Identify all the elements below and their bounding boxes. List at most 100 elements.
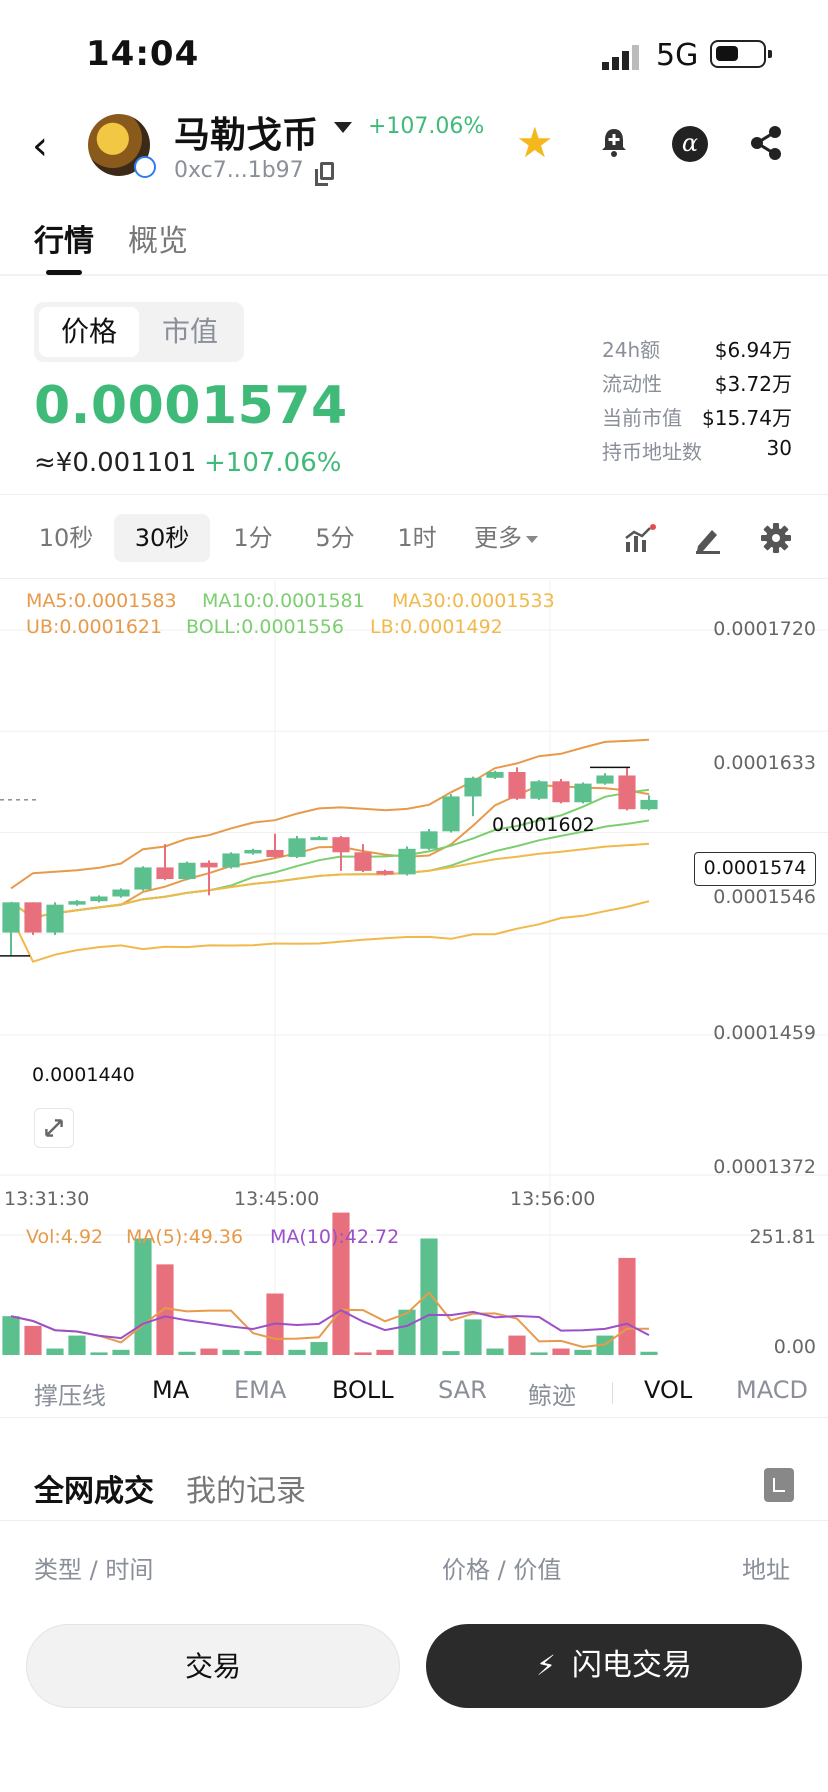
segment-mcap[interactable]: 市值 — [161, 315, 218, 348]
candle — [266, 849, 284, 857]
stat-row: 流动性 $3.72万 — [602, 368, 792, 402]
volume-bar — [288, 1349, 306, 1355]
history-icon[interactable] — [764, 1468, 794, 1502]
stat-label: 24h额 — [602, 338, 661, 362]
kline-chart[interactable] — [0, 580, 828, 1360]
gear-icon[interactable] — [760, 522, 792, 554]
ind-tab-boll[interactable]: BOLL — [332, 1376, 394, 1404]
trade-button[interactable]: 交易 — [26, 1624, 400, 1708]
volume-bar — [574, 1349, 592, 1355]
volume-bar — [376, 1349, 394, 1355]
interval-more[interactable]: 更多 — [466, 514, 546, 562]
ma10-text: MA10:0.0001581 — [202, 590, 365, 612]
ub-text: UB:0.0001621 — [26, 616, 163, 638]
interval-bar: 10秒 30秒 1分 5分 1时 更多 — [0, 508, 828, 568]
cny-price: ≈¥0.001101 — [34, 448, 197, 478]
vol-ma10-line — [10, 1309, 650, 1340]
volume-bar — [354, 1352, 372, 1355]
tab-overview[interactable]: 概览 — [128, 224, 188, 259]
segment-price[interactable]: 价格 — [39, 307, 139, 357]
tab-underline — [46, 270, 82, 275]
boll-text: BOLL:0.0001556 — [186, 616, 344, 638]
volume-bar — [530, 1352, 548, 1355]
candle — [354, 852, 372, 871]
divider — [0, 578, 828, 579]
col-type-time: 类型 / 时间 — [34, 1556, 154, 1584]
ind-tab-whale[interactable]: 鲸迹 — [528, 1382, 576, 1410]
indicator-icon[interactable] — [624, 524, 656, 554]
tab-market[interactable]: 行情 — [34, 224, 94, 259]
x-tick-label: 13:31:30 — [4, 1188, 90, 1210]
signal-icon — [602, 45, 639, 70]
volume-bar — [420, 1238, 438, 1355]
vol-min-label: 0.00 — [773, 1336, 816, 1358]
interval-1m[interactable]: 1分 — [233, 524, 273, 552]
flash-trade-button[interactable]: ⚡ 闪电交易 — [426, 1624, 802, 1708]
indicator-tabs: 撑压线 MA EMA BOLL SAR 鲸迹 VOL MACD — [0, 1368, 828, 1418]
vol-ma5-value: MA(5):49.36 — [126, 1226, 244, 1248]
stats-panel: 24h额 $6.94万 流动性 $3.72万 当前市值 $15.74万 持币地址数 30 — [602, 334, 792, 470]
volume-bar — [46, 1348, 64, 1355]
trade-tabs: 全网成交 我的记录 — [0, 1460, 828, 1520]
ind-tab-support[interactable]: 撑压线 — [34, 1382, 106, 1410]
status-bar: 14:04 5G — [0, 0, 828, 100]
candle — [618, 775, 636, 810]
stat-value: $15.74万 — [702, 406, 792, 430]
low-price-label: 0.0001440 — [32, 1064, 135, 1086]
interval-5m[interactable]: 5分 — [315, 524, 355, 552]
stat-row: 24h额 $6.94万 — [602, 334, 792, 368]
expand-icon[interactable] — [34, 1108, 74, 1148]
caret-down-icon[interactable] — [334, 122, 352, 133]
lb-value: LB:0.0001492 — [370, 616, 503, 638]
ma5-text: MA5:0.0001583 — [26, 590, 177, 612]
alpha-icon[interactable]: α — [672, 126, 708, 162]
interval-30s[interactable]: 30秒 — [114, 514, 210, 562]
volume-bar — [398, 1309, 416, 1355]
candle — [46, 904, 64, 933]
stat-value: 30 — [766, 436, 792, 460]
tab-all-trades[interactable]: 全网成交 — [34, 1474, 154, 1509]
divider — [0, 494, 828, 495]
coin-name[interactable]: 马勒戈币 — [174, 115, 319, 156]
price-change: +107.06% — [204, 448, 342, 478]
star-icon[interactable]: ★ — [516, 118, 554, 167]
high-price-label: 0.0001602 — [492, 814, 595, 836]
candle — [442, 796, 460, 832]
ma30-text: MA30:0.0001533 — [392, 590, 555, 612]
battery-icon — [710, 40, 772, 68]
bell-plus-icon[interactable] — [598, 126, 630, 158]
draw-pen-icon[interactable] — [692, 524, 724, 554]
interval-more-label: 更多 — [474, 524, 522, 552]
candle — [2, 902, 20, 933]
volume-bar — [156, 1264, 174, 1355]
ind-tab-sar[interactable]: SAR — [438, 1376, 487, 1404]
interval-10s[interactable]: 10秒 — [38, 524, 94, 552]
ind-tab-ema[interactable]: EMA — [234, 1376, 287, 1404]
volume-bar — [508, 1335, 526, 1355]
candle — [574, 783, 592, 803]
share-icon[interactable] — [748, 124, 784, 162]
volume-bar — [332, 1212, 350, 1355]
ind-tab-vol[interactable]: VOL — [644, 1376, 693, 1404]
candle — [420, 831, 438, 849]
candle — [552, 781, 570, 803]
back-icon[interactable]: ‹ — [32, 123, 48, 169]
col-price-value: 价格 / 价值 — [442, 1556, 562, 1584]
ind-tab-macd[interactable]: MACD — [736, 1376, 808, 1404]
lightning-icon: ⚡ — [536, 1649, 556, 1682]
ma30-line — [10, 842, 650, 919]
interval-1h[interactable]: 1时 — [397, 524, 437, 552]
volume-bar — [464, 1319, 482, 1355]
tab-separator — [612, 1382, 613, 1404]
volume-bar — [552, 1348, 570, 1355]
flash-trade-label: 闪电交易 — [571, 1648, 692, 1683]
volume-bar — [222, 1349, 240, 1355]
ind-tab-ma[interactable]: MA — [152, 1376, 190, 1404]
volume-bar — [310, 1342, 328, 1355]
tab-my-records[interactable]: 我的记录 — [186, 1474, 306, 1509]
network-label: 5G — [656, 38, 699, 73]
stat-value: $6.94万 — [714, 338, 792, 362]
copy-icon[interactable] — [315, 162, 334, 186]
candle — [156, 867, 174, 880]
volume-bar — [90, 1352, 108, 1355]
